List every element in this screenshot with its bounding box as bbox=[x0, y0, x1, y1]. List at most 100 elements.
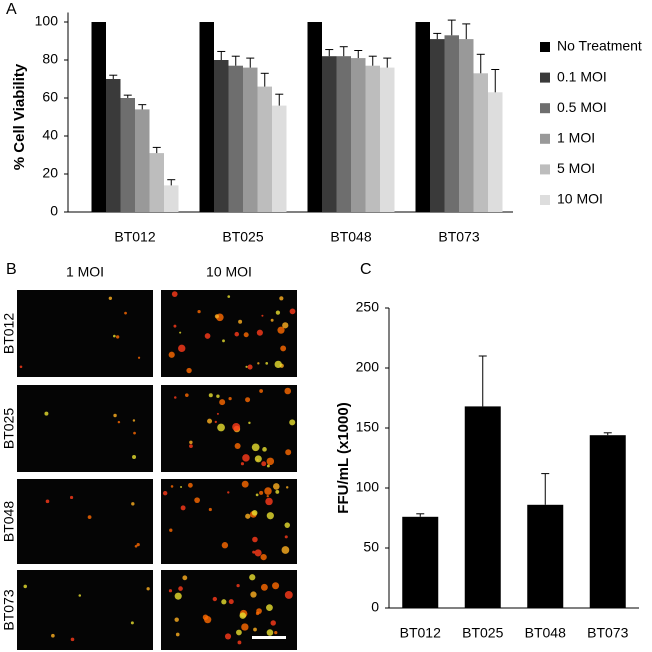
legend-swatch bbox=[540, 103, 550, 114]
legend-label: 0.5 MOI bbox=[557, 99, 607, 115]
bar bbox=[464, 406, 501, 608]
cell-spot bbox=[136, 542, 140, 547]
cell-spot bbox=[274, 630, 278, 635]
cell-spot bbox=[227, 295, 231, 298]
cell-spot bbox=[266, 464, 270, 468]
cell-spot bbox=[216, 394, 220, 398]
cell-spot bbox=[265, 497, 273, 506]
legend-label: 0.1 MOI bbox=[557, 68, 607, 84]
cell-spot bbox=[284, 535, 288, 539]
cell-spot bbox=[252, 550, 256, 554]
cell-spot bbox=[227, 491, 230, 494]
cell-spot bbox=[266, 512, 274, 520]
cell-spot bbox=[284, 387, 292, 395]
cell-spot bbox=[173, 324, 177, 328]
x-tick-label: BT048 bbox=[330, 229, 371, 245]
cell-spot bbox=[212, 596, 218, 602]
cell-spot bbox=[189, 444, 193, 448]
cell-spot bbox=[137, 356, 141, 359]
bar bbox=[199, 22, 214, 212]
scale-bar bbox=[252, 636, 286, 639]
cell-spot bbox=[70, 637, 75, 642]
cell-spot bbox=[256, 329, 263, 336]
cell-spot bbox=[266, 629, 274, 636]
x-tick-label: BT025 bbox=[462, 625, 503, 641]
cell-spot bbox=[132, 455, 137, 460]
panel-label: C bbox=[360, 261, 372, 278]
cell-spot bbox=[251, 510, 258, 516]
cell-spot bbox=[289, 308, 296, 315]
legend-label: 10 MOI bbox=[557, 191, 603, 207]
bar bbox=[135, 109, 150, 212]
x-tick-label: BT025 bbox=[222, 229, 263, 245]
cell-spot bbox=[274, 360, 282, 369]
x-tick-label: BT012 bbox=[400, 625, 441, 641]
legend-label: 1 MOI bbox=[557, 130, 595, 146]
cell-spot bbox=[204, 616, 212, 624]
cell-spot bbox=[236, 584, 240, 588]
cell-spot bbox=[285, 486, 289, 489]
cell-spot bbox=[216, 412, 219, 415]
cell-spot bbox=[289, 419, 296, 426]
cell-spot bbox=[251, 443, 260, 452]
y-tick-label: 50 bbox=[363, 539, 379, 555]
cell-spot bbox=[272, 483, 280, 490]
bar bbox=[322, 56, 337, 213]
micrograph-grid bbox=[17, 290, 297, 650]
cell-spot bbox=[260, 583, 268, 591]
bar bbox=[228, 65, 243, 212]
cell-spot bbox=[124, 311, 127, 315]
cell-spot bbox=[242, 454, 250, 462]
bar bbox=[444, 35, 459, 212]
y-tick-label: 100 bbox=[35, 13, 59, 29]
legend-swatch bbox=[540, 195, 550, 205]
row-label: BT025 bbox=[1, 408, 17, 449]
cell-spot bbox=[261, 461, 267, 467]
cell-spot bbox=[170, 485, 174, 488]
cell-spot bbox=[254, 549, 262, 557]
cell-spot bbox=[264, 487, 272, 495]
cell-spot bbox=[257, 362, 260, 365]
cell-spot bbox=[262, 447, 267, 452]
micrograph bbox=[17, 385, 153, 472]
y-tick-label: 60 bbox=[42, 89, 58, 105]
cell-spot bbox=[51, 633, 55, 638]
cell-spot bbox=[178, 586, 183, 591]
micrograph bbox=[17, 479, 153, 564]
cell-spot bbox=[219, 399, 226, 406]
cell-spot bbox=[217, 423, 225, 432]
cell-spot bbox=[266, 604, 273, 612]
cell-spot bbox=[275, 310, 281, 315]
bar bbox=[351, 58, 366, 212]
cell-spot bbox=[162, 490, 168, 496]
bar bbox=[307, 22, 322, 212]
cell-spot bbox=[19, 365, 23, 369]
row-label: BT073 bbox=[1, 589, 17, 630]
cell-spot bbox=[249, 574, 256, 581]
cell-spot bbox=[270, 318, 274, 322]
y-axis-title: FFU/mL (x1000) bbox=[335, 402, 352, 513]
cell-spot bbox=[275, 490, 280, 494]
cell-spot bbox=[284, 522, 291, 528]
cell-spot bbox=[270, 620, 276, 626]
cell-spot bbox=[232, 422, 241, 431]
row-label: BT048 bbox=[1, 501, 17, 542]
cell-spot bbox=[237, 640, 242, 645]
cell-spot bbox=[224, 633, 232, 640]
cell-spot bbox=[204, 333, 211, 339]
cell-spot bbox=[259, 490, 264, 495]
cell-spot bbox=[185, 393, 189, 397]
bar bbox=[415, 22, 430, 212]
bar bbox=[459, 39, 474, 212]
cell-spot bbox=[241, 623, 249, 631]
bar bbox=[149, 153, 164, 212]
cell-spot bbox=[261, 314, 264, 317]
micrograph bbox=[161, 290, 297, 377]
bar bbox=[380, 67, 395, 212]
cell-spot bbox=[87, 515, 92, 519]
cell-spot bbox=[285, 449, 292, 456]
cell-spot bbox=[44, 411, 49, 416]
x-tick-label: BT073 bbox=[438, 229, 479, 245]
cell-spot bbox=[180, 486, 183, 489]
legend-label: No Treatment bbox=[557, 38, 642, 54]
